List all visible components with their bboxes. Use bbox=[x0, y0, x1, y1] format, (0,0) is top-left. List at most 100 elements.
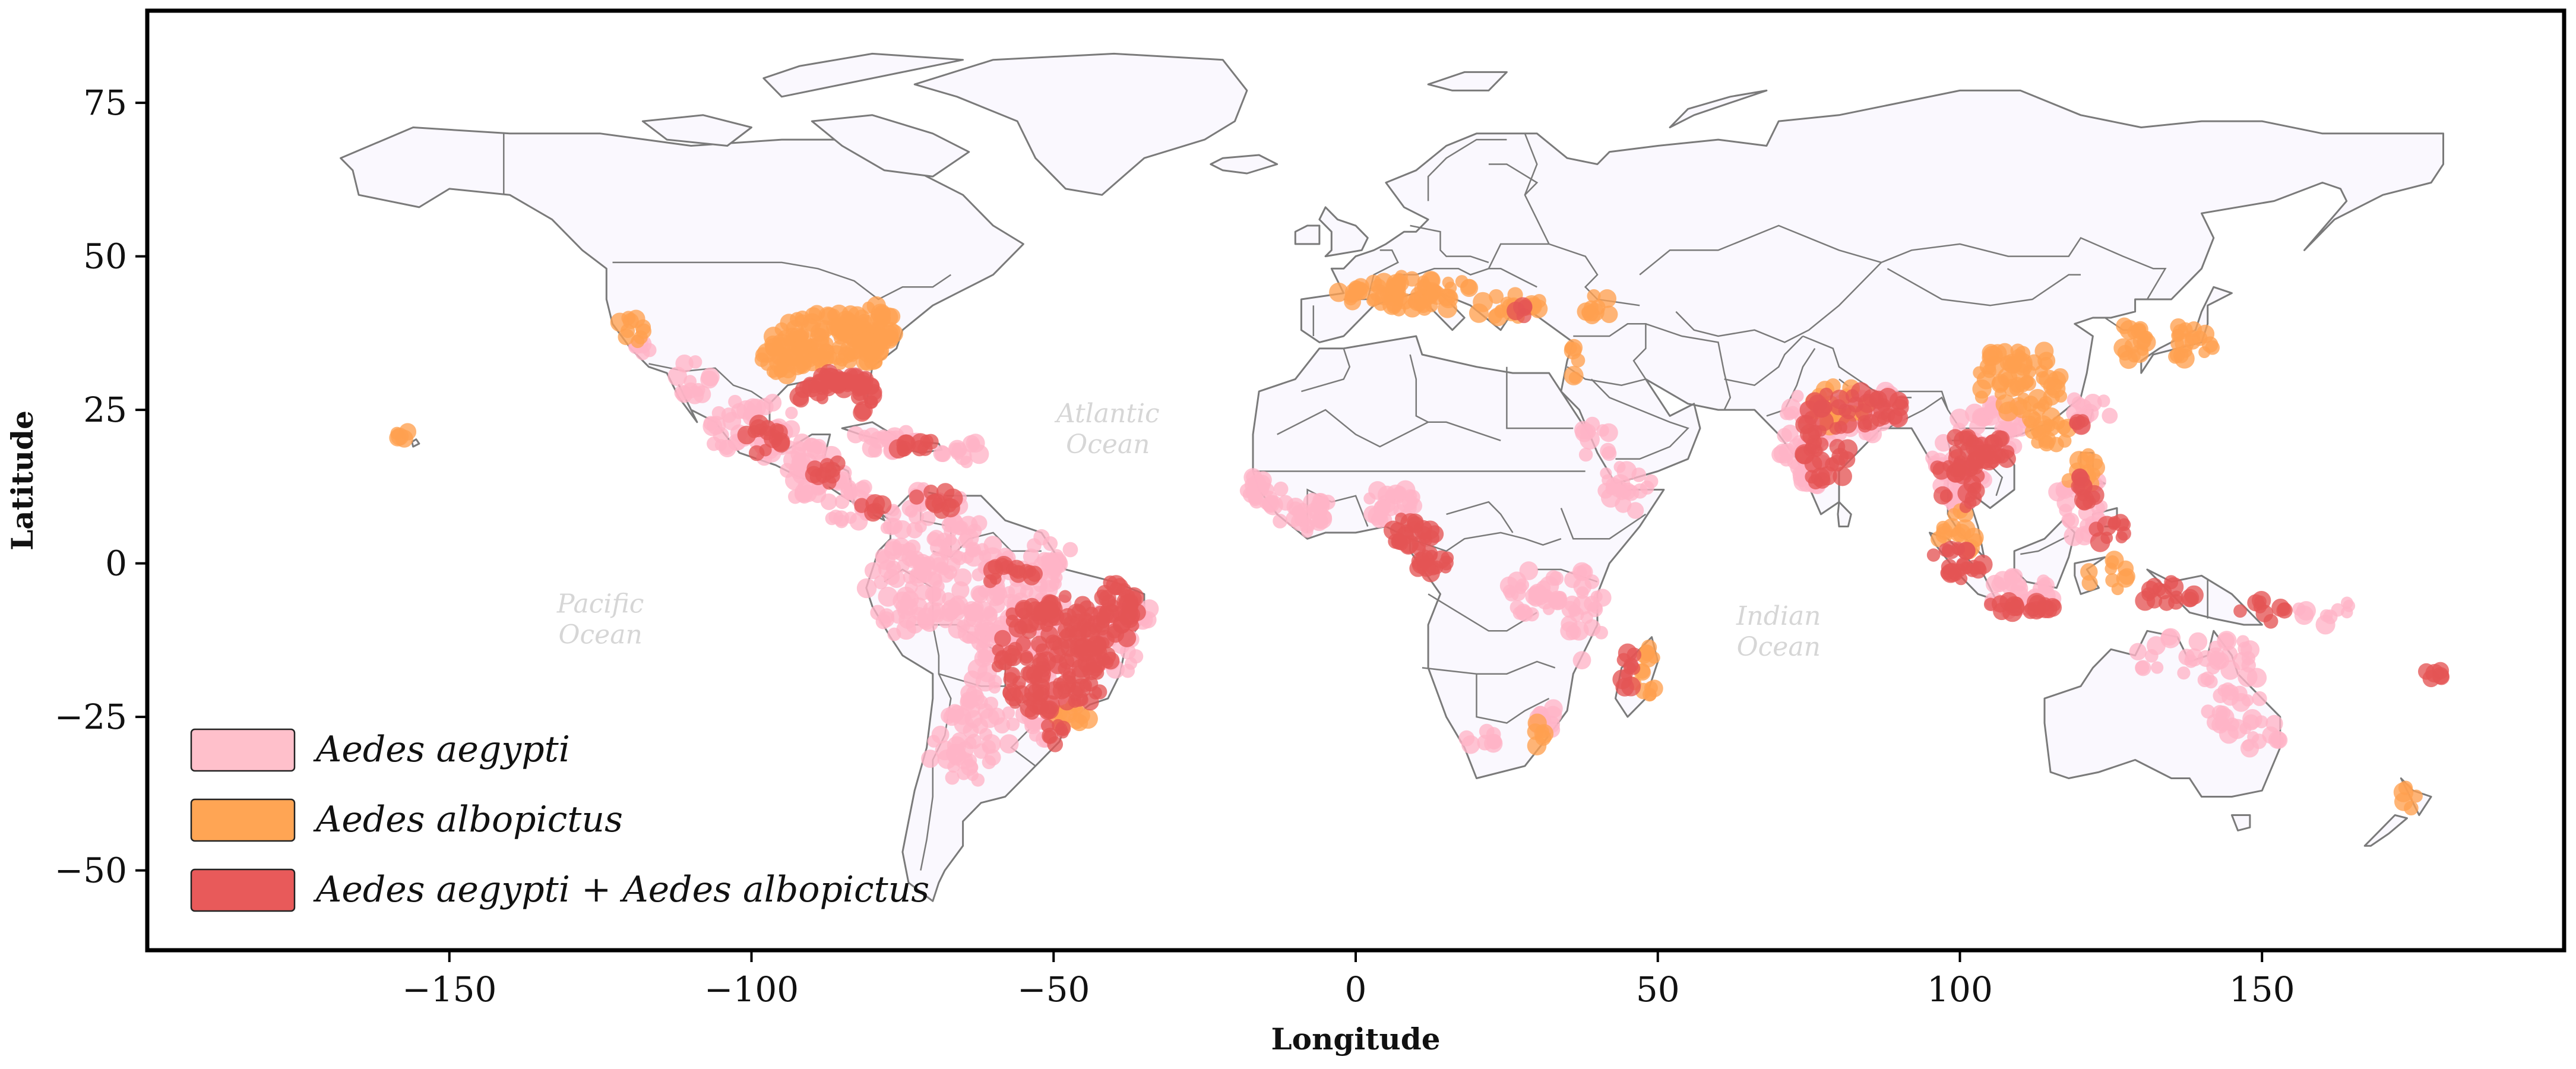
occurrence-point bbox=[1773, 443, 1794, 464]
x-tick-label: −100 bbox=[704, 969, 799, 1010]
occurrence-point bbox=[1112, 615, 1131, 634]
occurrence-point bbox=[1602, 446, 1617, 461]
occurrence-point bbox=[1129, 649, 1144, 664]
ocean-label-line: Indian bbox=[1736, 601, 1821, 631]
occurrence-point bbox=[1273, 481, 1289, 496]
occurrence-point bbox=[1983, 403, 2000, 419]
legend: Aedes aegypti Aedes albopictus Aedes aegyp… bbox=[190, 728, 929, 912]
occurrence-point bbox=[1058, 590, 1072, 603]
occurrence-point bbox=[1519, 561, 1539, 580]
occurrence-point bbox=[971, 515, 988, 532]
ocean-label: Pacific Ocean bbox=[556, 589, 644, 650]
occurrence-point bbox=[2013, 356, 2033, 376]
occurrence-point bbox=[1940, 565, 1955, 580]
occurrence-point bbox=[743, 398, 762, 417]
occurrence-point bbox=[944, 533, 957, 546]
landmass-new-zealand-south bbox=[2363, 814, 2408, 847]
occurrence-point bbox=[864, 396, 878, 409]
occurrence-point bbox=[870, 605, 886, 621]
occurrence-point bbox=[1049, 552, 1067, 571]
occurrence-point bbox=[1584, 416, 1600, 432]
occurrence-point bbox=[982, 609, 998, 625]
occurrence-point bbox=[2010, 580, 2028, 597]
landmass-ireland bbox=[1294, 224, 1321, 245]
occurrence-point bbox=[1344, 283, 1364, 302]
occurrence-point bbox=[2116, 317, 2133, 334]
occurrence-point bbox=[1088, 686, 1102, 700]
occurrence-point bbox=[1534, 724, 1554, 744]
occurrence-point bbox=[2393, 782, 2414, 802]
occurrence-point bbox=[2404, 801, 2419, 815]
occurrence-point bbox=[1391, 533, 1408, 550]
occurrence-point bbox=[1926, 548, 1941, 562]
occurrence-point bbox=[1455, 275, 1469, 288]
occurrence-point bbox=[2247, 731, 2259, 744]
occurrence-point bbox=[1329, 282, 1349, 302]
occurrence-point bbox=[1980, 444, 1997, 460]
occurrence-point bbox=[1599, 423, 1618, 442]
occurrence-point bbox=[1612, 669, 1632, 690]
occurrence-point bbox=[691, 382, 705, 397]
occurrence-point bbox=[1561, 615, 1578, 632]
occurrence-point bbox=[2410, 789, 2423, 803]
occurrence-point bbox=[833, 510, 850, 527]
occurrence-point bbox=[1578, 447, 1593, 462]
occurrence-point bbox=[1894, 395, 1909, 410]
occurrence-point bbox=[1999, 355, 2015, 371]
occurrence-point bbox=[1855, 403, 1873, 421]
x-tick-label: 100 bbox=[1927, 969, 1993, 1010]
occurrence-point bbox=[1040, 719, 1055, 733]
occurrence-point bbox=[1819, 387, 1834, 401]
occurrence-point bbox=[765, 338, 784, 357]
occurrence-point bbox=[844, 313, 857, 326]
occurrence-point bbox=[633, 330, 648, 344]
occurrence-point bbox=[2010, 343, 2026, 359]
occurrence-point bbox=[2239, 722, 2252, 735]
x-axis-ticks: −150 −100 −50 0 50 100 150 bbox=[402, 950, 2295, 1010]
occurrence-point bbox=[960, 456, 973, 469]
occurrence-point bbox=[1878, 388, 1898, 408]
occurrence-point bbox=[1073, 638, 1091, 656]
occurrence-point bbox=[945, 770, 960, 785]
occurrence-point bbox=[1881, 408, 1895, 422]
occurrence-point bbox=[1549, 592, 1567, 610]
occurrence-point bbox=[1015, 636, 1031, 652]
occurrence-point bbox=[847, 426, 865, 444]
occurrence-point bbox=[1003, 672, 1018, 687]
occurrence-point bbox=[1845, 389, 1859, 403]
occurrence-point bbox=[1444, 282, 1457, 294]
occurrence-point bbox=[1580, 611, 1593, 624]
occurrence-point bbox=[788, 489, 803, 504]
occurrence-point bbox=[2343, 599, 2356, 612]
occurrence-point bbox=[688, 355, 702, 369]
occurrence-point bbox=[1969, 418, 1986, 435]
occurrence-point bbox=[2188, 632, 2208, 651]
occurrence-point bbox=[1544, 699, 1563, 719]
occurrence-point bbox=[1002, 586, 1015, 599]
occurrence-point bbox=[2072, 416, 2091, 435]
occurrence-point bbox=[875, 319, 888, 332]
occurrence-point bbox=[1615, 496, 1632, 513]
occurrence-point bbox=[793, 433, 811, 452]
occurrence-point bbox=[838, 346, 855, 363]
occurrence-point bbox=[983, 696, 999, 711]
occurrence-point bbox=[2075, 398, 2092, 416]
occurrence-point bbox=[1994, 448, 2009, 464]
occurrence-point bbox=[943, 565, 958, 580]
occurrence-point bbox=[618, 328, 635, 346]
occurrence-point bbox=[1022, 692, 1037, 707]
occurrence-point bbox=[2168, 594, 2184, 610]
occurrence-point bbox=[1590, 590, 1603, 603]
occurrence-point bbox=[2129, 643, 2147, 660]
occurrence-point bbox=[963, 601, 980, 618]
occurrence-point bbox=[933, 445, 951, 462]
landmass-eurasia bbox=[1300, 89, 2444, 558]
occurrence-point bbox=[866, 296, 887, 316]
occurrence-point bbox=[1246, 470, 1260, 484]
points-both bbox=[737, 297, 2450, 752]
occurrence-point bbox=[882, 517, 901, 535]
border-india-pakistan bbox=[1766, 348, 1816, 417]
occurrence-point bbox=[1059, 612, 1073, 626]
occurrence-point bbox=[840, 482, 858, 500]
